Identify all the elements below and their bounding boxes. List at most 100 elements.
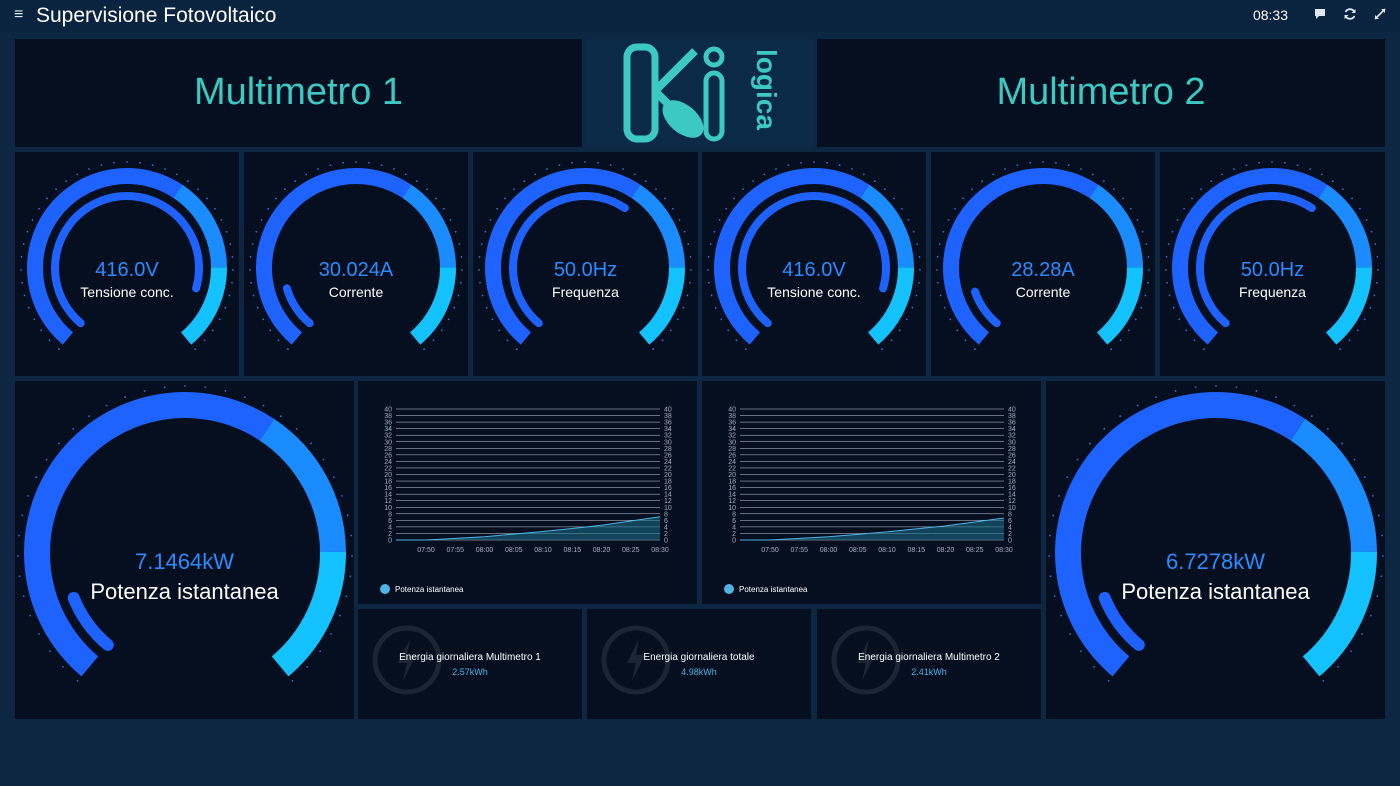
series-area bbox=[396, 516, 660, 540]
gauge-tick bbox=[992, 173, 995, 176]
y-tick-label: 22 bbox=[1008, 465, 1016, 472]
y-tick-label: 32 bbox=[664, 433, 672, 440]
energy-title: Energia giornaliera totale bbox=[643, 652, 755, 663]
gauge-tick bbox=[262, 404, 265, 407]
gauge-tick bbox=[113, 161, 115, 164]
y-tick-label: 14 bbox=[384, 492, 392, 499]
gauge-tick bbox=[1122, 197, 1124, 200]
gauge-tick bbox=[338, 614, 341, 617]
gauge-tick bbox=[690, 268, 692, 271]
y-tick-label: 4 bbox=[732, 524, 736, 531]
gauge-tick bbox=[46, 197, 48, 200]
gauge-tick bbox=[225, 230, 228, 233]
gauge-tick bbox=[1049, 534, 1051, 537]
gauge-tick bbox=[1370, 230, 1373, 233]
gauge-tick bbox=[393, 168, 395, 170]
y-tick-label: 16 bbox=[728, 485, 736, 492]
gauge-tick bbox=[1171, 230, 1174, 233]
gauge-tick bbox=[306, 665, 309, 668]
gauge-tick bbox=[310, 442, 312, 445]
fullscreen-icon[interactable] bbox=[1372, 6, 1388, 22]
gauge-tick bbox=[682, 306, 685, 309]
gauge-tick bbox=[838, 164, 841, 167]
chart-legend[interactable]: Potenza istantanea bbox=[724, 584, 808, 594]
gauge-tick bbox=[442, 207, 445, 210]
gauge-tick bbox=[58, 442, 60, 445]
y-tick-label: 10 bbox=[384, 505, 392, 512]
gauge-tick bbox=[105, 404, 108, 407]
gauge-tick bbox=[884, 188, 886, 191]
gauge-tick bbox=[826, 161, 828, 164]
gauge-tick bbox=[513, 188, 515, 191]
gauge-tick bbox=[964, 339, 967, 342]
gauge-tick bbox=[1069, 633, 1071, 635]
gauge-tick bbox=[1066, 476, 1069, 479]
gauge-tick bbox=[1233, 168, 1235, 170]
gauge-tick bbox=[458, 243, 461, 246]
gauge-tick bbox=[480, 243, 483, 246]
gauge-tick bbox=[17, 555, 19, 557]
gauge-tick bbox=[184, 385, 186, 387]
y-tick-label: 38 bbox=[728, 413, 736, 420]
gauge-tick bbox=[317, 168, 319, 170]
gauge-tick bbox=[175, 173, 178, 176]
gauge-tick bbox=[981, 180, 984, 183]
gauge-tick bbox=[918, 281, 920, 284]
gauge-value: 50.0Hz bbox=[553, 259, 618, 281]
gauge-arc bbox=[1165, 161, 1379, 351]
y-tick-label: 32 bbox=[384, 433, 392, 440]
gauge-tick bbox=[609, 164, 612, 167]
gauge-arc bbox=[249, 161, 463, 351]
gauge-tick bbox=[936, 256, 939, 258]
gauge-tick bbox=[916, 243, 919, 246]
y-tick-label: 36 bbox=[384, 420, 392, 427]
gauge-tick bbox=[256, 306, 259, 309]
chat-icon[interactable] bbox=[1312, 6, 1328, 22]
gauge-value-arc bbox=[67, 591, 114, 651]
gauge-tick bbox=[1358, 207, 1361, 210]
gauge-tick bbox=[893, 197, 895, 200]
x-tick-label: 08:20 bbox=[937, 547, 955, 554]
gauge-tick bbox=[38, 633, 40, 635]
y-tick-label: 4 bbox=[664, 524, 668, 531]
refresh-icon[interactable] bbox=[1342, 6, 1358, 22]
gauge-tick bbox=[231, 281, 233, 284]
menu-icon[interactable]: ≡ bbox=[14, 6, 24, 23]
gauge-panel: 416.0V Tensione conc. bbox=[15, 152, 239, 376]
chart-legend[interactable]: Potenza istantanea bbox=[380, 584, 464, 594]
gauge-tick bbox=[939, 294, 942, 297]
x-tick-label: 08:05 bbox=[505, 547, 523, 554]
gauge-tick bbox=[432, 339, 435, 342]
gauge-tick bbox=[23, 294, 26, 297]
gauge-tick bbox=[862, 173, 865, 176]
x-tick-label: 07:55 bbox=[446, 547, 464, 554]
y-tick-label: 30 bbox=[1008, 439, 1016, 446]
gauge-tick bbox=[453, 306, 456, 309]
gauge-tick bbox=[1258, 161, 1260, 164]
power-label: Potenza istantanea bbox=[1121, 579, 1310, 604]
gauge-band-mid bbox=[860, 184, 914, 268]
gauge-tick bbox=[1380, 575, 1383, 578]
gauge-tick bbox=[775, 168, 777, 170]
gauge-tick bbox=[61, 665, 64, 668]
gauge-label: Tensione conc. bbox=[80, 284, 174, 300]
gauge-tick bbox=[460, 256, 463, 258]
gauge-tick bbox=[1361, 633, 1363, 635]
y-tick-label: 4 bbox=[388, 524, 392, 531]
gauge-tick bbox=[18, 534, 20, 537]
gauge-tick bbox=[1293, 404, 1296, 407]
x-tick-label: 08:00 bbox=[476, 547, 494, 554]
y-tick-label: 16 bbox=[664, 485, 672, 492]
gauge-tick bbox=[678, 218, 681, 221]
gauge-arc bbox=[20, 161, 234, 351]
gauge-tick bbox=[1339, 348, 1342, 351]
y-tick-label: 2 bbox=[664, 531, 668, 538]
gauge-label: Corrente bbox=[1015, 284, 1071, 300]
gauge-tick bbox=[342, 161, 344, 164]
gauge-tick bbox=[1127, 329, 1130, 332]
x-tick-label: 08:20 bbox=[593, 547, 611, 554]
gauge-tick bbox=[912, 230, 915, 233]
logo-small-text: logica bbox=[751, 49, 782, 130]
gauge-panel: 50.0Hz Frequenza bbox=[1160, 152, 1385, 376]
